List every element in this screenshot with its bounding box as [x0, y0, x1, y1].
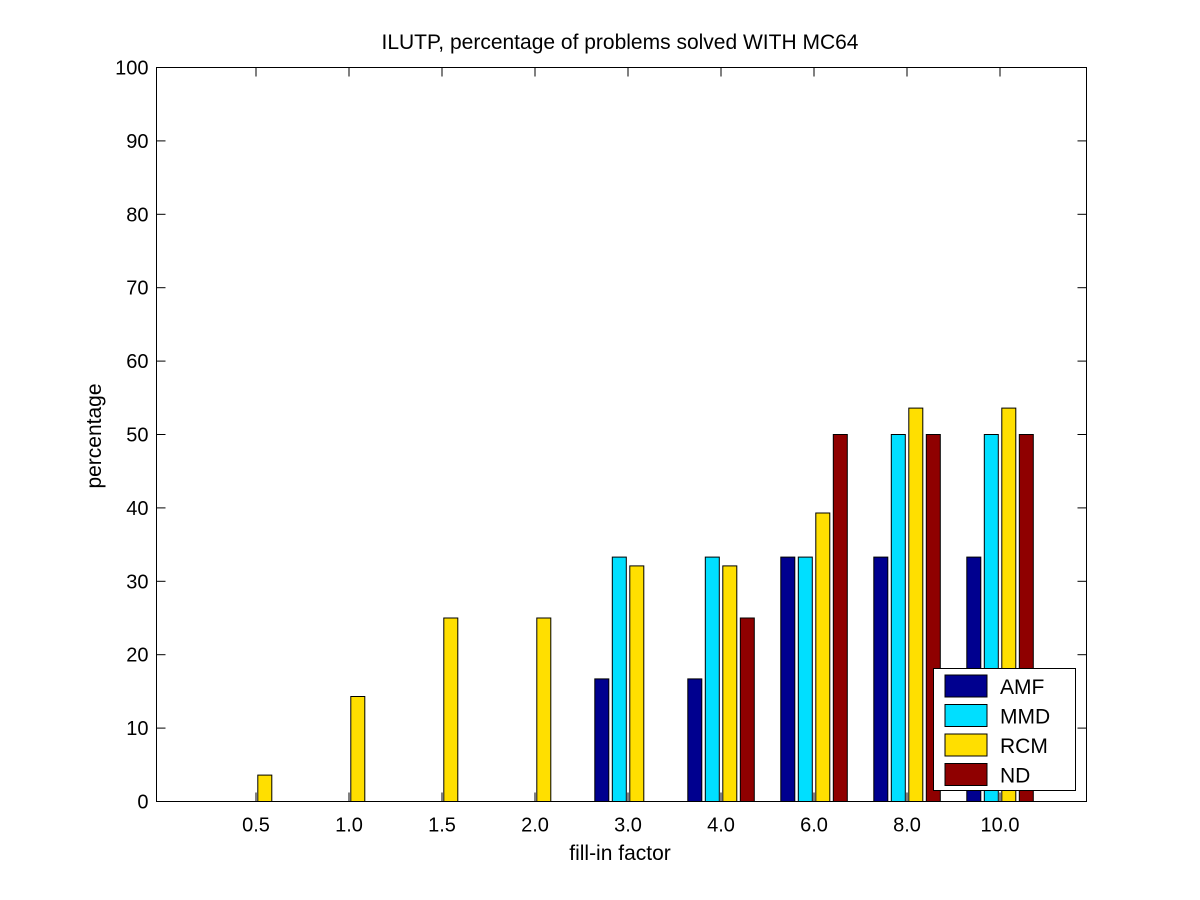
x-tick-label: 2.0 — [521, 815, 549, 837]
legend-swatch-rcm — [944, 733, 988, 757]
bar-amf-4.0 — [687, 678, 703, 803]
y-tick-label: 90 — [126, 131, 148, 153]
y-tick-label: 20 — [126, 645, 148, 667]
x-tick-label: 4.0 — [707, 815, 735, 837]
x-tick-label: 3.0 — [614, 815, 642, 837]
legend-label-amf: AMF — [1000, 676, 1044, 699]
x-tick-label: 0.5 — [242, 815, 270, 837]
bar-mmd-8.0 — [890, 434, 906, 802]
legend-swatch-mmd — [944, 704, 988, 727]
bar-rcm-6.0 — [815, 512, 831, 802]
x-tick-label: 6.0 — [800, 815, 828, 837]
legend-label-mmd: MMD — [1000, 706, 1050, 729]
bar-rcm-0.5 — [257, 774, 273, 802]
y-axis-label: percentage — [83, 383, 106, 488]
legend: AMF MMD RCM ND — [933, 668, 1076, 791]
bar-rcm-8.0 — [908, 407, 924, 802]
x-tick-label: 1.0 — [335, 815, 363, 837]
bar-mmd-3.0 — [611, 556, 627, 802]
y-tick-label: 40 — [126, 498, 148, 520]
plot-frame — [156, 67, 1087, 802]
legend-items: AMF MMD RCM ND — [944, 674, 1050, 788]
bar-nd-6.0 — [832, 434, 848, 802]
bar-amf-3.0 — [594, 678, 610, 803]
chart-title: ILUTP, percentage of problems solved WIT… — [382, 31, 859, 54]
y-tick-label: 60 — [126, 351, 148, 373]
y-tick-label: 0 — [137, 792, 148, 814]
bar-amf-6.0 — [780, 556, 796, 802]
bar-nd-4.0 — [739, 617, 755, 802]
x-axis-label: fill-in factor — [569, 842, 671, 865]
ticks-layer: 0.5 1.0 1.5 2.0 3.0 4.0 6.0 8.0 10.0 0 10 20 30 40 50 6… — [115, 58, 1087, 837]
legend-label-nd: ND — [1000, 765, 1030, 788]
legend-swatch-amf — [944, 674, 988, 698]
bar-rcm-4.0 — [722, 565, 738, 803]
bar-rcm-1.0 — [350, 696, 366, 802]
y-tick-label: 100 — [115, 58, 148, 80]
bar-rcm-2.0 — [536, 617, 552, 802]
y-tick-label: 70 — [126, 278, 148, 300]
y-tick-label: 50 — [126, 425, 148, 447]
bar-mmd-6.0 — [797, 556, 813, 802]
y-tick-label: 80 — [126, 204, 148, 226]
bar-amf-8.0 — [873, 556, 889, 802]
bar-rcm-1.5 — [443, 617, 459, 802]
legend-label-rcm: RCM — [1000, 735, 1048, 758]
x-tick-label: 8.0 — [893, 815, 921, 837]
x-tick-label: 10.0 — [981, 815, 1020, 837]
bar-rcm-3.0 — [629, 565, 645, 803]
y-tick-label: 10 — [126, 718, 148, 740]
legend-swatch-nd — [944, 763, 988, 786]
bar-mmd-4.0 — [704, 556, 720, 802]
y-tick-label: 30 — [126, 571, 148, 593]
x-tick-label: 1.5 — [428, 815, 456, 837]
